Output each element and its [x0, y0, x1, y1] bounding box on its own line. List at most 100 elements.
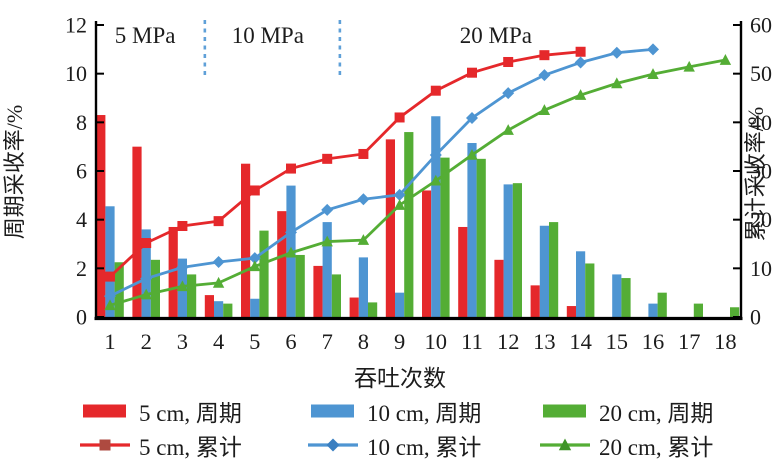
cycle-recovery-bar [295, 254, 305, 317]
right-axis-tick-label: 30 [750, 159, 772, 184]
legend-line-swatch [540, 438, 590, 451]
square-marker [394, 112, 405, 123]
triangle-marker [683, 60, 695, 72]
right-axis-tick-label: 50 [750, 61, 772, 86]
cycle-recovery-bar [168, 226, 178, 317]
diamond-marker [538, 69, 551, 82]
diamond-marker [610, 46, 623, 59]
right-axis-tick-label: 10 [750, 256, 772, 281]
left-axis-tick-label: 12 [65, 13, 87, 38]
diamond-marker [104, 290, 116, 303]
cycle-recovery-bar [385, 139, 395, 317]
cumulative-line-series [104, 54, 732, 311]
cycle-recovery-bar [549, 222, 559, 317]
square-marker [467, 67, 477, 78]
x-axis-tick-label: 3 [177, 329, 188, 354]
cycle-recovery-bar [331, 274, 341, 317]
cycle-recovery-bar [277, 211, 287, 317]
combo-chart-canvas: 5 MPa 10 MPa 20 MPa02468101201020304050601… [2, 13, 772, 392]
legend-item-label: 20 cm, 周期 [599, 401, 714, 426]
cycle-recovery-bar [395, 292, 405, 317]
legend-item-label: 10 cm, 累计 [367, 435, 482, 460]
legend-item-label: 20 cm, 累计 [599, 435, 714, 460]
pressure-stage-label: 10 MPa [232, 23, 304, 48]
left-axis-tick-label: 2 [76, 256, 87, 281]
x-axis-tick-label: 4 [213, 329, 224, 354]
diamond-marker [326, 438, 340, 452]
square-marker [539, 50, 550, 61]
cycle-recovery-bar [250, 298, 260, 317]
triangle-marker [357, 234, 370, 245]
square-marker [358, 148, 369, 159]
cycle-recovery-bar [187, 274, 197, 317]
cumulative-line [109, 47, 654, 298]
right-axis-title: 累计采收率/% [743, 107, 768, 241]
cumulative-line [109, 50, 581, 278]
plot-area: 5 MPa 10 MPa 20 MPa02468101201020304050601… [65, 13, 772, 355]
legend-item: 5 cm, 累计 [78, 428, 306, 462]
cycle-recovery-bar [585, 263, 595, 317]
left-axis-tick-label: 6 [76, 159, 87, 184]
triangle-marker [719, 54, 732, 65]
triangle-marker [285, 246, 297, 258]
x-axis-tick-label: 7 [322, 329, 333, 354]
triangle-marker [393, 199, 406, 210]
legend-line-swatch [80, 439, 130, 451]
cycle-recovery-bar [105, 206, 115, 317]
triangle-marker [538, 104, 551, 115]
legend-item: 20 cm, 周期 [538, 394, 780, 428]
cycle-recovery-bar [693, 303, 703, 317]
diamond-marker [285, 226, 297, 239]
cycle-recovery-bar [241, 163, 251, 317]
cumulative-line [109, 58, 726, 307]
cycle-recovery-bar [422, 190, 432, 317]
x-axis-tick-label: 14 [569, 329, 592, 354]
pressure-stage-label: 5 MPa [115, 23, 176, 48]
cycle-recovery-bar [657, 292, 667, 317]
square-marker [249, 185, 260, 196]
x-axis-tick-label: 2 [141, 329, 152, 354]
cycle-recovery-bar [404, 132, 414, 317]
cycle-recovery-bar [539, 225, 549, 317]
square-marker [141, 238, 152, 249]
left-axis-tick-label: 4 [76, 207, 87, 232]
triangle-marker [176, 280, 189, 292]
cycle-recovery-bar [648, 303, 658, 317]
legend-bar-swatch [83, 404, 126, 418]
diamond-marker [574, 56, 587, 69]
cycle-recovery-bar [503, 184, 513, 317]
x-axis-tick-label: 18 [714, 329, 737, 354]
legend-bar-swatch [311, 404, 354, 418]
diamond-marker [140, 272, 153, 285]
legend-item-label: 10 cm, 周期 [367, 401, 482, 426]
x-axis-tick-label: 11 [461, 329, 483, 354]
triangle-marker [558, 438, 572, 451]
legend-item: 20 cm, 累计 [538, 428, 780, 462]
right-axis-tick-label: 20 [750, 207, 772, 232]
cycle-recovery-bar [494, 259, 504, 317]
cycle-recovery-bar [431, 116, 441, 317]
x-axis-title: 吞吐次数 [354, 366, 446, 391]
cycle-recovery-bar [476, 158, 486, 317]
legend-item: 10 cm, 累计 [306, 428, 538, 462]
right-axis-tick-label: 40 [750, 110, 772, 135]
cycle-recovery-bar [150, 259, 160, 317]
cumulative-line-series [105, 46, 586, 282]
square-marker [322, 153, 333, 164]
diamond-marker [357, 193, 370, 206]
cycle-recovery-bar [114, 262, 124, 317]
right-axis-tick-label: 0 [750, 305, 761, 330]
legend-bar-rect [543, 404, 586, 418]
left-axis-title: 周期采收率/% [2, 105, 27, 239]
x-axis-tick-label: 12 [497, 329, 520, 354]
cycle-recovery-bar [349, 297, 359, 317]
diamond-marker [321, 203, 334, 216]
cycle-recovery-bar [204, 295, 214, 317]
cycle-recovery-bar [576, 251, 586, 317]
x-axis-tick-label: 13 [533, 329, 556, 354]
diamond-marker [647, 43, 659, 56]
diamond-marker [466, 111, 478, 124]
cycle-recovery-bar [214, 301, 224, 317]
square-marker [286, 163, 296, 174]
